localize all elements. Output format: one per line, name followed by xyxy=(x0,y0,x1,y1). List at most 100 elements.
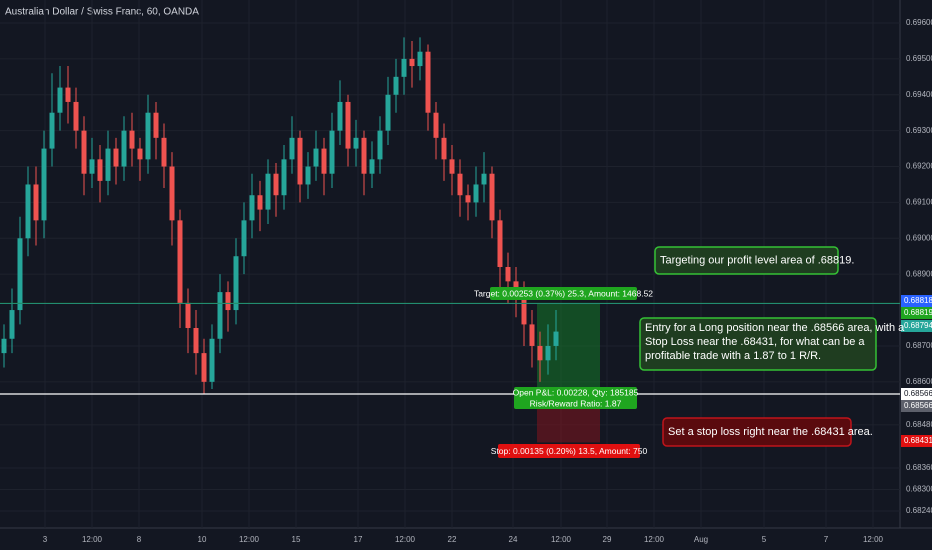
position-label-text: Stop: 0.00135 (0.20%) 13.5, Amount: 750 xyxy=(491,446,648,456)
time-tick-label: Aug xyxy=(694,535,708,544)
candle-body xyxy=(313,148,319,167)
position-label-text: Risk/Reward Ratio: 1.87 xyxy=(530,398,622,408)
price-tag-label: 0.68819 xyxy=(904,308,932,317)
candle-body xyxy=(289,137,295,160)
candle-body xyxy=(369,159,375,174)
candle-body xyxy=(473,184,479,203)
time-tick-label: 12:00 xyxy=(644,535,665,544)
candle-body xyxy=(201,353,207,382)
candle-body xyxy=(521,292,527,325)
candle-body xyxy=(113,148,119,167)
time-tick-label: 3 xyxy=(43,535,48,544)
price-tag xyxy=(901,388,932,400)
position-label xyxy=(498,444,640,458)
candle-body xyxy=(233,256,239,311)
price-tag-label: 0.68431 xyxy=(904,436,932,445)
candle-body xyxy=(417,51,423,67)
candle-body xyxy=(25,184,31,239)
candle-body xyxy=(513,281,519,293)
time-tick-label: 15 xyxy=(292,535,301,544)
price-tag xyxy=(901,435,932,447)
time-tick-label: 8 xyxy=(137,535,142,544)
candle-body xyxy=(377,130,383,160)
candle-body xyxy=(489,173,495,221)
candle-body xyxy=(249,195,255,221)
candle-body xyxy=(153,112,159,138)
candle-body xyxy=(177,220,183,303)
callout-text: profitable trade with a 1.87 to 1 R/R. xyxy=(645,350,821,362)
time-tick-label: 12:00 xyxy=(863,535,884,544)
candle-body xyxy=(305,166,311,185)
candle-body xyxy=(217,292,223,339)
candle-body xyxy=(281,159,287,196)
candle-body xyxy=(353,137,359,149)
price-tag-label: 0.68794 xyxy=(904,321,932,330)
candle-body xyxy=(49,112,55,149)
position-label xyxy=(514,387,637,409)
candle-body xyxy=(33,184,39,221)
candle-body xyxy=(425,51,431,113)
time-tick-label: 12:00 xyxy=(395,535,416,544)
callout xyxy=(662,417,852,447)
candle-body xyxy=(265,173,271,210)
candle-body xyxy=(225,292,231,311)
price-tag-label: 0.68566 xyxy=(904,389,932,398)
candle-body xyxy=(145,112,151,160)
candle-body xyxy=(441,137,447,160)
candle-body xyxy=(465,195,471,203)
candle-body xyxy=(121,130,127,167)
candle-body xyxy=(97,159,103,181)
candle-body xyxy=(497,220,503,267)
candle-body xyxy=(73,101,79,131)
candle-body xyxy=(537,345,543,361)
candle-body xyxy=(105,148,111,181)
candle-body xyxy=(41,148,47,221)
candle-body xyxy=(65,87,71,102)
candle-body xyxy=(297,137,303,185)
candle-body xyxy=(17,238,23,311)
candle-body xyxy=(321,148,327,174)
candle-body xyxy=(129,130,135,149)
position-label-text: Target: 0.00253 (0.37%) 25.3, Amount: 14… xyxy=(474,288,653,298)
position-label xyxy=(490,287,637,300)
candle-body xyxy=(209,338,215,382)
time-tick-label: 12:00 xyxy=(551,535,572,544)
callout-text: Set a stop loss right near the .68431 ar… xyxy=(668,426,873,438)
candle-body xyxy=(385,94,391,131)
time-tick-label: 10 xyxy=(198,535,207,544)
candle-body xyxy=(481,173,487,185)
time-tick-label: 22 xyxy=(448,535,457,544)
candle-body xyxy=(337,101,343,131)
callout-text: Stop Loss near the .68431, for what can … xyxy=(645,336,865,348)
candle-body xyxy=(257,195,263,210)
callout xyxy=(654,246,839,275)
candle-body xyxy=(137,148,143,160)
candle-body xyxy=(433,112,439,138)
candle-body xyxy=(393,76,399,95)
candle-body xyxy=(361,137,367,174)
candle-body xyxy=(169,166,175,221)
price-tick-label: 0.68240 xyxy=(906,506,932,515)
time-tick-label: 12:00 xyxy=(82,535,103,544)
candle-body xyxy=(505,267,511,282)
candle-body xyxy=(9,310,15,339)
candle-body xyxy=(89,159,95,174)
candle-body xyxy=(545,345,551,361)
candle-body xyxy=(409,58,415,67)
callout-text: Targeting our profit level area of .6881… xyxy=(660,254,854,266)
candle-body xyxy=(81,130,87,174)
callout-text: Entry for a Long position near the .6856… xyxy=(645,322,905,334)
